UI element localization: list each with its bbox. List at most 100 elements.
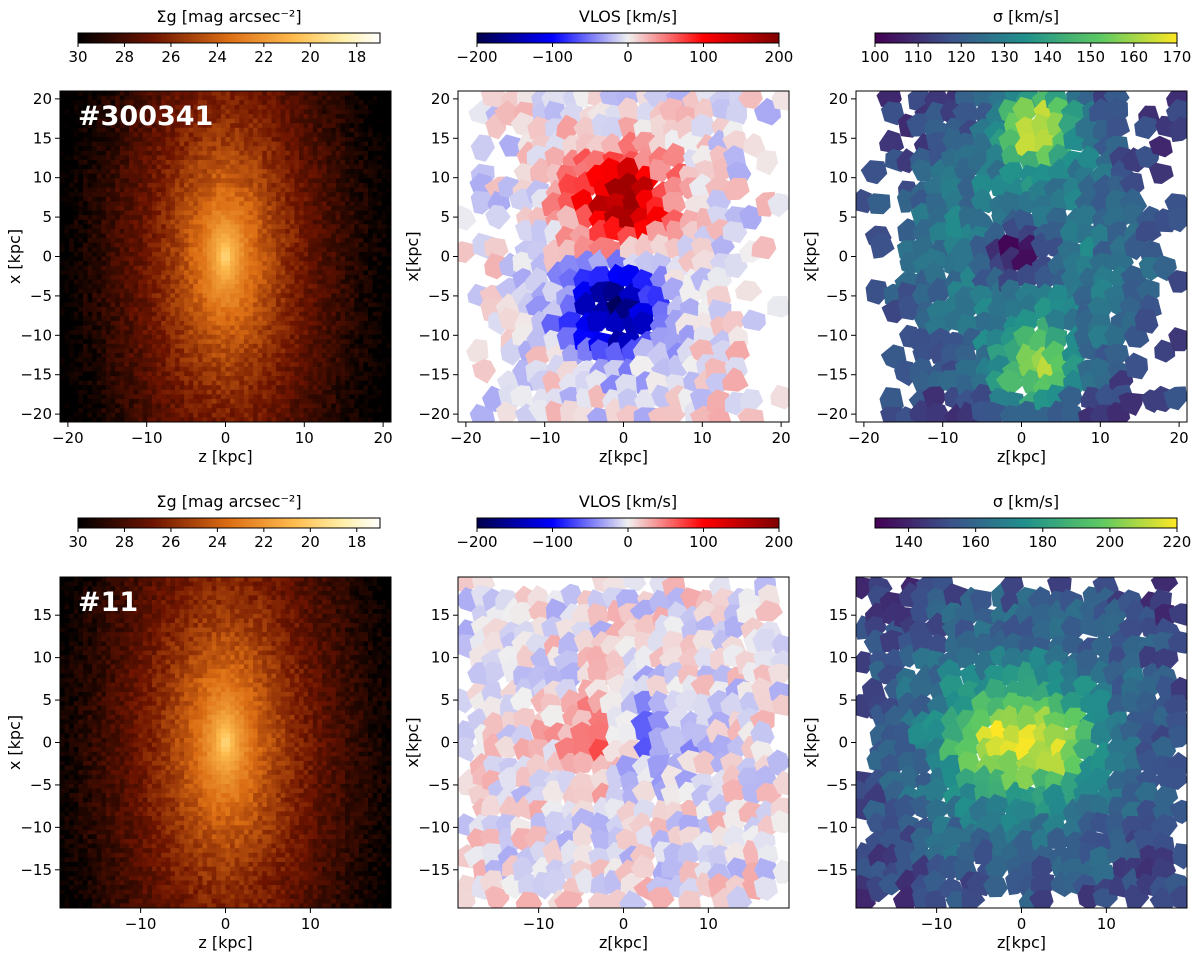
map-image [60, 577, 391, 908]
y-tick-label: 0 [838, 248, 848, 266]
y-tick-label: −15 [418, 366, 450, 384]
x-tick-label: −10 [131, 429, 163, 447]
y-tick-label: 15 [431, 606, 450, 624]
colorbar-tick-label: 130 [990, 48, 1019, 66]
y-tick-label: −5 [826, 287, 848, 305]
x-tick-label: −20 [848, 429, 880, 447]
y-tick-label: 10 [431, 169, 450, 187]
y-tick-label: 5 [440, 208, 450, 226]
panel-r0c0: −20 −10 0 10 20 −20 −15 −10 −5 0 5 10 15 20 z [kpc] x [… [5, 7, 393, 466]
y-tick-label: 15 [431, 129, 450, 147]
colorbar-label: VLOS [km/s] [579, 492, 677, 511]
x-axis-label: z[kpc] [599, 933, 648, 952]
x-tick-label: −10 [529, 429, 561, 447]
y-axis-label: x [kpc] [5, 715, 24, 770]
colorbar-tick-label: 160 [961, 533, 990, 551]
map-image [458, 577, 789, 908]
colorbar-tick-label: 24 [208, 48, 227, 66]
colorbar-tick-label: 30 [68, 533, 87, 551]
colorbar-tick-label: 100 [689, 533, 718, 551]
x-axis-label: z [kpc] [198, 447, 252, 466]
colorbar-frame [77, 32, 381, 44]
y-tick-label: −5 [428, 287, 450, 305]
y-tick-label: −5 [428, 776, 450, 794]
colorbar-label: Σg [mag arcsec⁻²] [156, 492, 301, 511]
colorbar-label: Σg [mag arcsec⁻²] [156, 7, 301, 26]
colorbar-tick-label: 140 [1033, 48, 1062, 66]
y-tick-label: 10 [829, 649, 848, 667]
map-image [856, 91, 1187, 422]
colorbar: 30 28 26 24 22 20 18 Σg [mag arcsec⁻²] [68, 7, 381, 66]
x-tick-label: 10 [301, 915, 320, 933]
colorbar-tick-label: 100 [689, 48, 718, 66]
y-tick-label: 20 [33, 90, 52, 108]
y-tick-label: 5 [440, 691, 450, 709]
y-axis-label: x[kpc] [801, 231, 820, 281]
panel-r1c2: −10 0 10 −15 −10 −5 0 5 10 15 z[kpc] x[kpc] 140 160 18… [801, 492, 1192, 952]
colorbar-tick-label: 170 [1163, 48, 1192, 66]
y-tick-label: −10 [20, 818, 52, 836]
y-tick-label: −10 [816, 326, 848, 344]
y-tick-label: −15 [20, 861, 52, 879]
x-tick-label: 10 [693, 429, 712, 447]
x-tick-label: 0 [619, 915, 629, 933]
colorbar-tick-label: 22 [254, 533, 273, 551]
colorbar-label: VLOS [km/s] [579, 7, 677, 26]
y-axis-label: x[kpc] [403, 231, 422, 281]
colorbar-frame [874, 517, 1178, 529]
colorbar-tick-label: 28 [115, 533, 134, 551]
y-tick-label: −10 [816, 818, 848, 836]
colorbar-tick-label: −200 [456, 533, 497, 551]
y-tick-label: −20 [418, 405, 450, 423]
y-tick-label: −10 [418, 326, 450, 344]
y-tick-label: 10 [829, 169, 848, 187]
y-tick-label: −5 [826, 776, 848, 794]
y-tick-label: 15 [33, 129, 52, 147]
colorbar: −200 −100 0 100 200 VLOS [km/s] [456, 7, 793, 66]
colorbar-tick-label: 22 [254, 48, 273, 66]
y-tick-label: 5 [42, 208, 52, 226]
y-tick-label: 10 [33, 169, 52, 187]
colorbar-tick-label: 20 [301, 533, 320, 551]
y-tick-label: −20 [816, 405, 848, 423]
colorbar-tick-label: 28 [115, 48, 134, 66]
x-axis-label: z[kpc] [599, 447, 648, 466]
x-axis-label: z [kpc] [198, 933, 252, 952]
y-tick-label: 20 [829, 90, 848, 108]
map-image [60, 91, 391, 422]
y-tick-label: 0 [440, 734, 450, 752]
y-tick-label: 15 [829, 606, 848, 624]
x-tick-label: 20 [772, 429, 791, 447]
colorbar-tick-label: 20 [301, 48, 320, 66]
x-tick-label: −10 [125, 915, 157, 933]
y-tick-label: 5 [42, 691, 52, 709]
colorbar-tick-label: 110 [904, 48, 933, 66]
x-tick-label: 10 [1091, 429, 1110, 447]
x-tick-label: 0 [619, 429, 629, 447]
colorbar-tick-label: 150 [1076, 48, 1105, 66]
y-tick-label: 15 [829, 129, 848, 147]
y-tick-label: 5 [838, 691, 848, 709]
y-tick-label: −15 [816, 366, 848, 384]
x-tick-label: 0 [1017, 429, 1027, 447]
y-tick-label: 20 [431, 90, 450, 108]
y-tick-label: 5 [838, 208, 848, 226]
x-tick-label: 0 [1017, 915, 1027, 933]
colorbar-tick-label: 220 [1163, 533, 1192, 551]
x-tick-label: −20 [450, 429, 482, 447]
panel-r0c1: −20 −10 0 10 20 −20 −15 −10 −5 0 5 10 15 20 z[kpc] x[kp… [403, 7, 793, 466]
y-tick-label: −15 [20, 366, 52, 384]
x-tick-label: 20 [374, 429, 393, 447]
x-tick-label: −10 [921, 915, 953, 933]
y-tick-label: 0 [838, 734, 848, 752]
galaxy-id-label: #11 [78, 587, 138, 618]
y-tick-label: 10 [33, 649, 52, 667]
y-tick-label: 10 [431, 649, 450, 667]
colorbar-tick-label: 0 [623, 48, 633, 66]
colorbar-tick-label: 120 [947, 48, 976, 66]
y-tick-label: 0 [42, 734, 52, 752]
colorbar-tick-label: −200 [456, 48, 497, 66]
x-axis-label: z[kpc] [997, 933, 1046, 952]
